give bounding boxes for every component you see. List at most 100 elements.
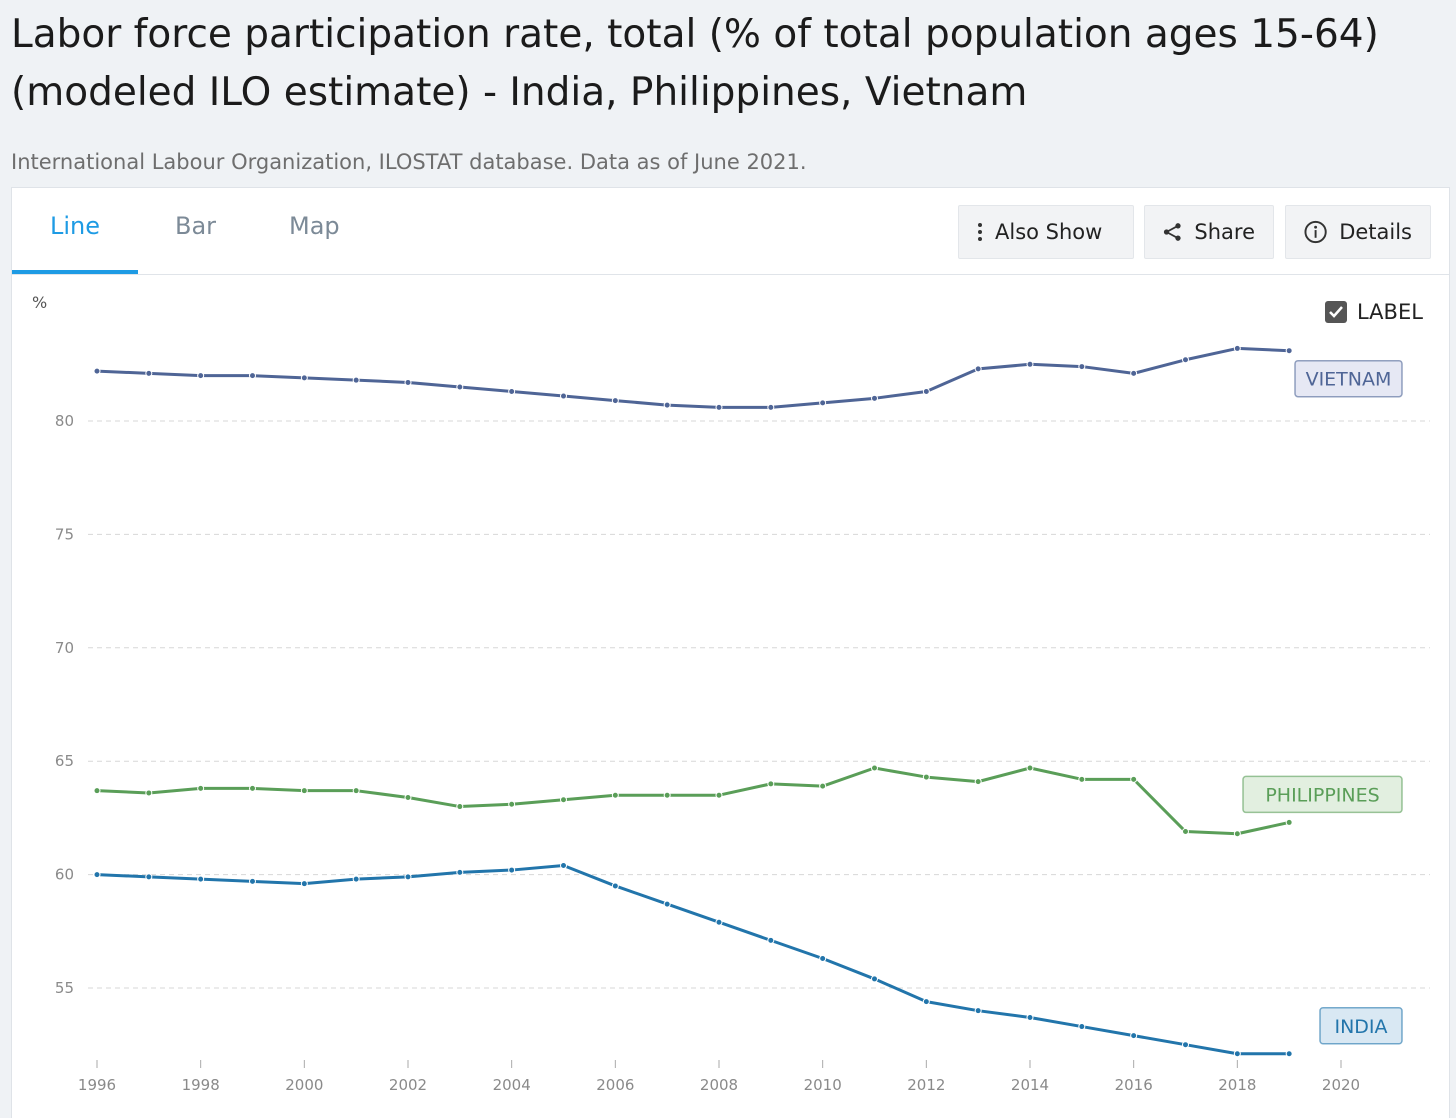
data-point-philippines[interactable] <box>1078 775 1086 783</box>
y-tick-label: 65 <box>55 752 74 770</box>
data-point-philippines[interactable] <box>197 784 205 792</box>
data-point-philippines[interactable] <box>611 791 619 799</box>
data-point-philippines[interactable] <box>300 787 308 795</box>
data-point-vietnam[interactable] <box>456 383 464 391</box>
data-point-philippines[interactable] <box>145 789 153 797</box>
data-point-india[interactable] <box>819 955 827 963</box>
view-tabs: Line Bar Map Also Show Share Details <box>12 188 1449 275</box>
data-point-india[interactable] <box>93 871 101 879</box>
data-point-vietnam[interactable] <box>715 403 723 411</box>
series-line-india <box>96 864 1290 1056</box>
data-point-india[interactable] <box>249 877 256 885</box>
data-point-vietnam[interactable] <box>1285 347 1293 355</box>
tab-bar[interactable]: Bar <box>175 212 217 240</box>
data-point-philippines[interactable] <box>974 778 982 786</box>
series-label-box-vietnam <box>1294 359 1403 398</box>
data-point-vietnam[interactable] <box>93 367 101 375</box>
data-point-india[interactable] <box>1233 1050 1241 1058</box>
data-point-india[interactable] <box>767 936 775 944</box>
data-point-philippines[interactable] <box>93 787 101 795</box>
data-point-vietnam[interactable] <box>300 374 308 382</box>
data-point-vietnam[interactable] <box>404 378 412 386</box>
series-line-vietnam <box>96 346 1290 409</box>
details-button[interactable]: Details <box>1285 205 1431 259</box>
also-show-label: Also Show <box>995 220 1103 244</box>
data-point-philippines[interactable] <box>560 796 567 804</box>
data-point-vietnam[interactable] <box>352 376 360 384</box>
data-point-vietnam[interactable] <box>145 369 153 377</box>
data-point-philippines[interactable] <box>404 793 412 801</box>
data-point-india[interactable] <box>871 975 878 983</box>
data-point-vietnam[interactable] <box>611 397 619 405</box>
data-point-india[interactable] <box>715 918 723 926</box>
data-point-india[interactable] <box>1130 1032 1138 1040</box>
data-point-vietnam[interactable] <box>1182 356 1189 364</box>
data-point-philippines[interactable] <box>767 780 775 788</box>
y-tick-label: 75 <box>55 525 74 543</box>
x-tick-label: 2018 <box>1218 1076 1256 1094</box>
data-point-vietnam[interactable] <box>508 388 516 396</box>
data-point-vietnam[interactable] <box>871 394 878 402</box>
data-point-india[interactable] <box>145 873 153 881</box>
x-tick-label: 2016 <box>1115 1076 1153 1094</box>
data-point-vietnam[interactable] <box>663 401 671 409</box>
data-point-vietnam[interactable] <box>560 392 567 400</box>
data-point-india[interactable] <box>508 866 516 874</box>
tab-line[interactable]: Line <box>50 212 101 240</box>
data-point-india[interactable] <box>663 900 671 908</box>
data-point-india[interactable] <box>1078 1023 1086 1031</box>
share-icon <box>1163 223 1181 241</box>
data-point-india[interactable] <box>611 882 619 890</box>
data-point-india[interactable] <box>352 875 360 883</box>
data-point-philippines[interactable] <box>715 791 723 799</box>
data-point-philippines[interactable] <box>249 784 256 792</box>
data-point-vietnam[interactable] <box>1078 363 1086 371</box>
y-tick-label: 80 <box>55 412 74 430</box>
data-point-vietnam[interactable] <box>1026 360 1034 368</box>
data-point-india[interactable] <box>922 998 930 1006</box>
data-point-philippines[interactable] <box>663 791 671 799</box>
data-point-vietnam[interactable] <box>197 372 205 380</box>
data-point-india[interactable] <box>974 1007 982 1015</box>
data-point-vietnam[interactable] <box>249 372 256 380</box>
x-tick-label: 2020 <box>1322 1076 1360 1094</box>
tab-map[interactable]: Map <box>289 212 340 240</box>
data-point-philippines[interactable] <box>1233 830 1241 838</box>
data-point-vietnam[interactable] <box>974 365 982 373</box>
data-point-india[interactable] <box>1026 1013 1034 1021</box>
data-point-philippines[interactable] <box>1182 828 1189 836</box>
checkmark-icon <box>1329 306 1343 318</box>
data-point-india[interactable] <box>1182 1041 1189 1049</box>
also-show-button[interactable]: Also Show <box>958 205 1134 259</box>
data-point-vietnam[interactable] <box>819 399 827 407</box>
series-label-box-india <box>1319 1007 1403 1045</box>
data-point-india[interactable] <box>404 873 412 881</box>
label-toggle[interactable]: LABEL <box>1325 300 1423 324</box>
label-checkbox[interactable] <box>1325 301 1347 323</box>
data-point-india[interactable] <box>456 868 464 876</box>
share-button[interactable]: Share <box>1144 205 1274 259</box>
data-point-vietnam[interactable] <box>767 403 775 411</box>
data-point-india[interactable] <box>197 875 205 883</box>
x-tick-label: 2004 <box>493 1076 531 1094</box>
data-point-vietnam[interactable] <box>922 388 930 396</box>
data-point-philippines[interactable] <box>871 764 878 772</box>
data-point-philippines[interactable] <box>352 787 360 795</box>
data-point-philippines[interactable] <box>508 800 516 808</box>
data-point-india[interactable] <box>300 880 308 888</box>
page-title: Labor force participation rate, total (%… <box>11 12 1379 115</box>
data-point-philippines[interactable] <box>1026 764 1034 772</box>
data-point-philippines[interactable] <box>1285 818 1293 826</box>
data-point-vietnam[interactable] <box>1233 344 1241 352</box>
data-point-philippines[interactable] <box>1130 775 1138 783</box>
series-label-box-philippines <box>1242 775 1403 814</box>
data-point-philippines[interactable] <box>922 773 930 781</box>
data-point-philippines[interactable] <box>819 782 827 790</box>
data-point-india[interactable] <box>560 862 567 870</box>
data-point-philippines[interactable] <box>456 803 464 811</box>
data-point-india[interactable] <box>1285 1050 1293 1058</box>
share-label: Share <box>1194 220 1255 244</box>
y-tick-label: 55 <box>55 979 74 997</box>
data-point-vietnam[interactable] <box>1130 369 1138 377</box>
y-axis-unit: % <box>32 293 47 312</box>
